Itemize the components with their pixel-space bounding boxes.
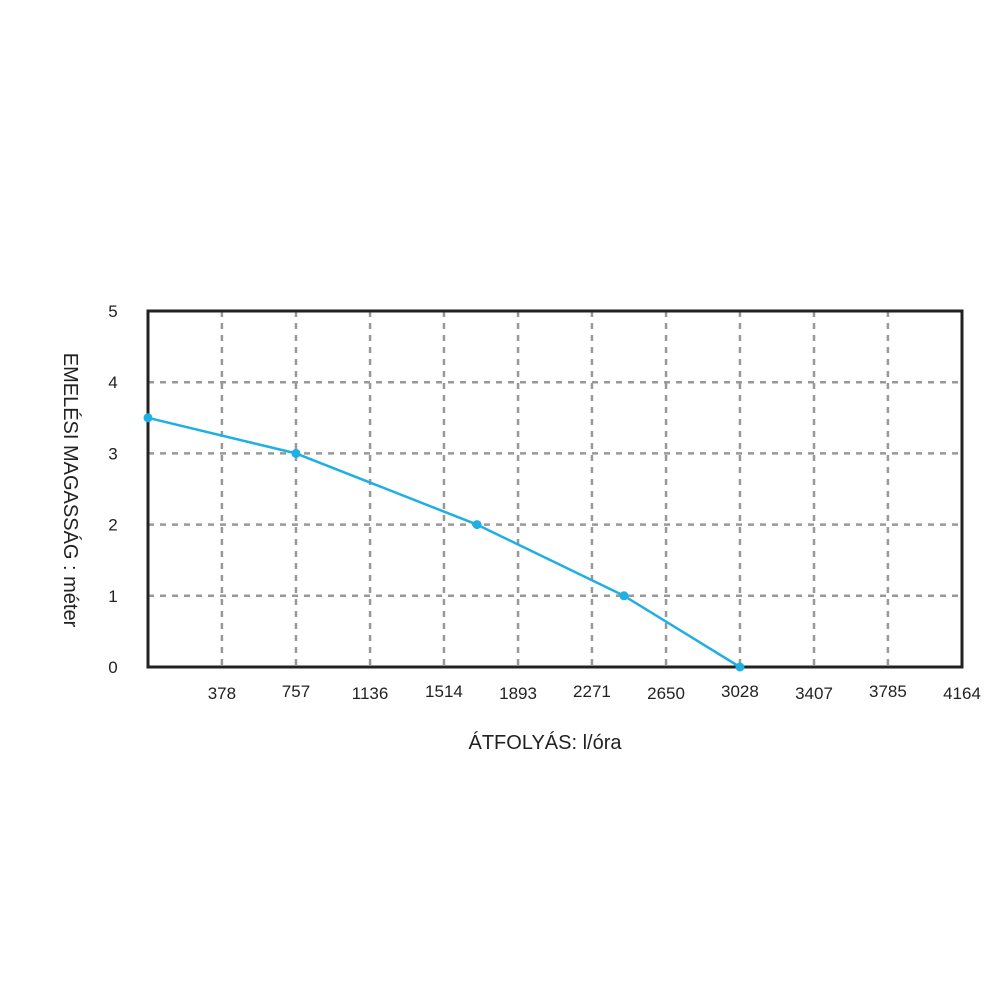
y-tick-label: 3 (108, 444, 117, 463)
y-tick-label: 2 (108, 516, 117, 535)
y-tick-label: 1 (108, 587, 117, 606)
x-axis-title: ÁTFOLYÁS: l/óra (468, 731, 622, 754)
x-tick-label: 1136 (352, 684, 389, 703)
y-axis-title: EMELÉSI MAGASSÁG : méter (59, 353, 82, 628)
x-tick-label: 2650 (647, 684, 685, 703)
x-tick-label: 757 (282, 682, 310, 701)
y-tick-label: 4 (108, 373, 117, 392)
data-point (735, 662, 745, 672)
plot-frame (146, 309, 964, 669)
x-tick-label: 378 (208, 684, 236, 703)
data-point (291, 448, 301, 458)
x-tick-label: 2271 (573, 682, 611, 701)
x-tick-labels: 378 757 1136 1514 1893 2271 2650 3028 3407 3785 41… (208, 682, 981, 703)
grid-lines (148, 311, 962, 667)
x-tick-label: 1893 (499, 684, 537, 703)
series-group (143, 413, 745, 672)
data-point (619, 591, 629, 601)
x-tick-label: 3407 (795, 684, 833, 703)
data-point (143, 413, 153, 423)
x-tick-label: 4164 (943, 684, 981, 703)
data-point (472, 520, 482, 530)
x-tick-label: 1514 (425, 682, 463, 701)
x-tick-label: 3028 (721, 682, 759, 701)
y-tick-label: 5 (108, 302, 117, 321)
y-tick-label: 0 (108, 658, 117, 677)
y-tick-labels: 0 1 2 3 4 5 (108, 302, 117, 677)
x-tick-label: 3785 (869, 682, 907, 701)
